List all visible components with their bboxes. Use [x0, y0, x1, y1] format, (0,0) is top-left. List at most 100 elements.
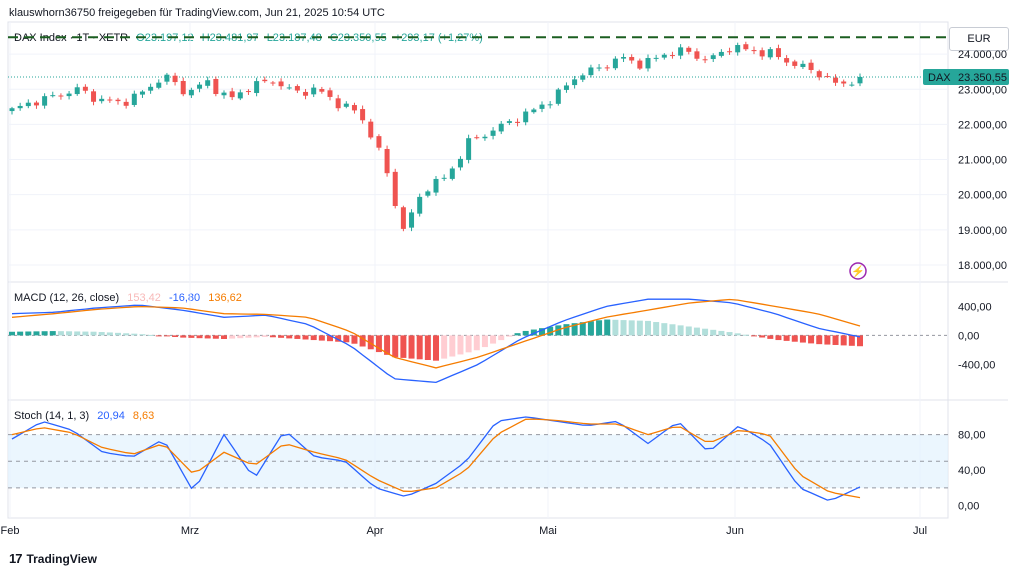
candle-body	[433, 178, 439, 193]
macd-histogram-bar	[278, 335, 285, 338]
macd-signal-value: 136,62	[208, 292, 242, 304]
macd-histogram-bar	[498, 335, 505, 341]
candle-body	[25, 102, 31, 107]
macd-histogram-bar	[530, 329, 537, 336]
macd-histogram-bar	[139, 334, 146, 336]
currency-button[interactable]: EUR	[949, 27, 1009, 51]
macd-histogram-bar	[628, 320, 635, 336]
macd-histogram-bar	[539, 328, 545, 336]
macd-histogram-bar	[286, 335, 293, 339]
stoch-d-value: 8,63	[132, 410, 155, 422]
candle-body	[82, 86, 88, 91]
macd-histogram-bar	[481, 335, 488, 348]
candle-body	[580, 75, 586, 80]
candle-body	[604, 67, 610, 69]
candle-body	[188, 89, 194, 96]
macd-histogram-bar	[294, 335, 301, 339]
candle-body	[702, 59, 708, 61]
macd-histogram-bar	[147, 334, 154, 336]
candle-body	[759, 50, 765, 57]
macd-histogram-bar	[245, 335, 252, 338]
macd-histogram-bar	[848, 335, 855, 346]
macd-histogram-bar	[106, 332, 113, 336]
macd-histogram-bar	[221, 335, 227, 339]
candle-body	[262, 79, 268, 82]
macd-histogram-bar	[693, 327, 700, 336]
macd-histogram-bar	[645, 320, 651, 336]
macd-histogram-bar	[49, 331, 56, 336]
publisher-line: klauswhorn36750 freigegeben für TradingV…	[9, 7, 385, 19]
candle-body	[205, 80, 211, 86]
candle-body	[311, 87, 317, 95]
candle-body	[669, 55, 675, 57]
macd-histogram-bar	[212, 335, 219, 339]
price-tick-label: 23.000,00	[958, 84, 1007, 96]
candle-body	[164, 74, 170, 82]
macd-histogram-bar	[98, 332, 105, 336]
macd-histogram-bar	[41, 331, 48, 336]
change-value: +293,17 (+1,27%)	[394, 32, 483, 44]
macd-histogram-bar	[424, 335, 431, 360]
macd-histogram-bar	[441, 335, 448, 359]
candle-body	[335, 98, 341, 109]
macd-histogram-bar	[832, 335, 839, 345]
high-value: H23.481,97	[201, 32, 259, 44]
macd-histogram-bar	[351, 335, 358, 344]
macd-histogram-bar	[359, 335, 366, 347]
macd-tick-label: -400,00	[958, 359, 995, 371]
candle-body	[547, 104, 553, 106]
macd-histogram-bar	[204, 335, 211, 339]
candle-body	[197, 84, 203, 89]
stoch-k-value: 20,94	[97, 410, 125, 422]
candle-body	[172, 75, 178, 83]
macd-signal-line	[11, 298, 861, 369]
candle-body	[58, 95, 64, 97]
candle-body	[727, 51, 733, 53]
macd-histogram-bar	[775, 335, 782, 341]
candle-body	[156, 82, 162, 88]
macd-histogram-bar	[767, 335, 774, 339]
candle-body	[678, 47, 684, 56]
macd-histogram-bar	[742, 334, 749, 336]
price-tick-label: 19.000,00	[958, 225, 1007, 237]
macd-histogram-bar	[636, 320, 643, 336]
candle-body	[368, 121, 374, 138]
candle-body	[833, 77, 839, 83]
macd-histogram-bar	[196, 335, 203, 339]
macd-line-value: -16,80	[168, 292, 201, 304]
candle-body	[270, 82, 276, 84]
macd-histogram-bar	[416, 335, 423, 360]
macd-histogram-bar	[653, 322, 660, 336]
candle-body	[466, 138, 472, 160]
macd-histogram-bar	[253, 335, 260, 338]
candle-body	[653, 57, 659, 59]
candle-body	[457, 158, 463, 168]
candle-body	[50, 95, 56, 97]
macd-histogram-bar	[327, 335, 333, 342]
macd-histogram-bar	[726, 332, 733, 336]
time-axis-label: Apr	[366, 525, 383, 537]
candle-body	[221, 92, 227, 96]
macd-histogram-bar	[799, 335, 806, 343]
candle-body	[351, 105, 357, 111]
tradingview-logo[interactable]: 17 TradingView	[9, 551, 97, 566]
macd-histogram-bar	[563, 324, 570, 336]
macd-histogram-bar	[718, 330, 725, 336]
macd-histogram-bar	[66, 331, 73, 336]
candle-body	[596, 67, 602, 69]
stoch-k-line	[11, 416, 861, 501]
candle-body	[9, 108, 15, 112]
macd-histogram-bar	[25, 331, 32, 336]
candle-body	[775, 48, 781, 58]
candle-body	[621, 57, 627, 59]
macd-histogram-bar	[685, 326, 692, 336]
macd-histogram-bar	[163, 335, 170, 337]
macd-histogram-bar	[620, 320, 627, 336]
candle-body	[384, 148, 390, 174]
candle-body	[376, 136, 382, 148]
stoch-name: Stoch (14, 1, 3)	[14, 410, 90, 422]
candle-body	[694, 51, 700, 59]
candle-body	[319, 89, 325, 92]
candle-body	[245, 91, 251, 93]
